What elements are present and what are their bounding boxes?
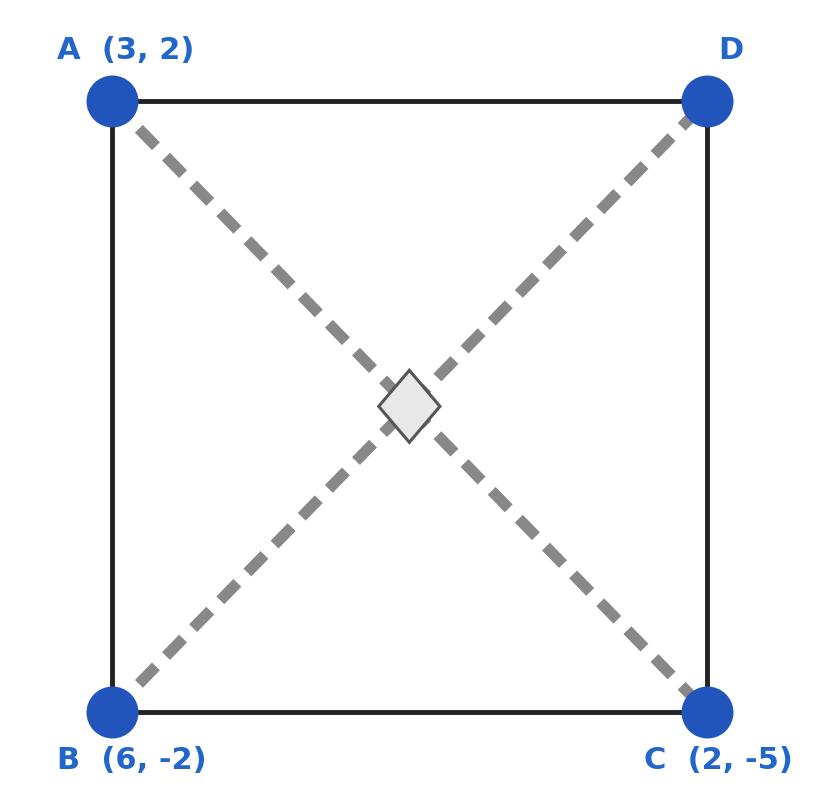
Point — [105, 95, 119, 108]
Point — [105, 705, 119, 718]
Text: A  (3, 2): A (3, 2) — [57, 36, 194, 65]
Point — [701, 95, 714, 108]
Text: C  (2, -5): C (2, -5) — [644, 746, 793, 775]
Text: B  (6, -2): B (6, -2) — [57, 746, 207, 775]
Polygon shape — [378, 371, 440, 442]
Point — [701, 705, 714, 718]
Text: D: D — [719, 36, 744, 65]
